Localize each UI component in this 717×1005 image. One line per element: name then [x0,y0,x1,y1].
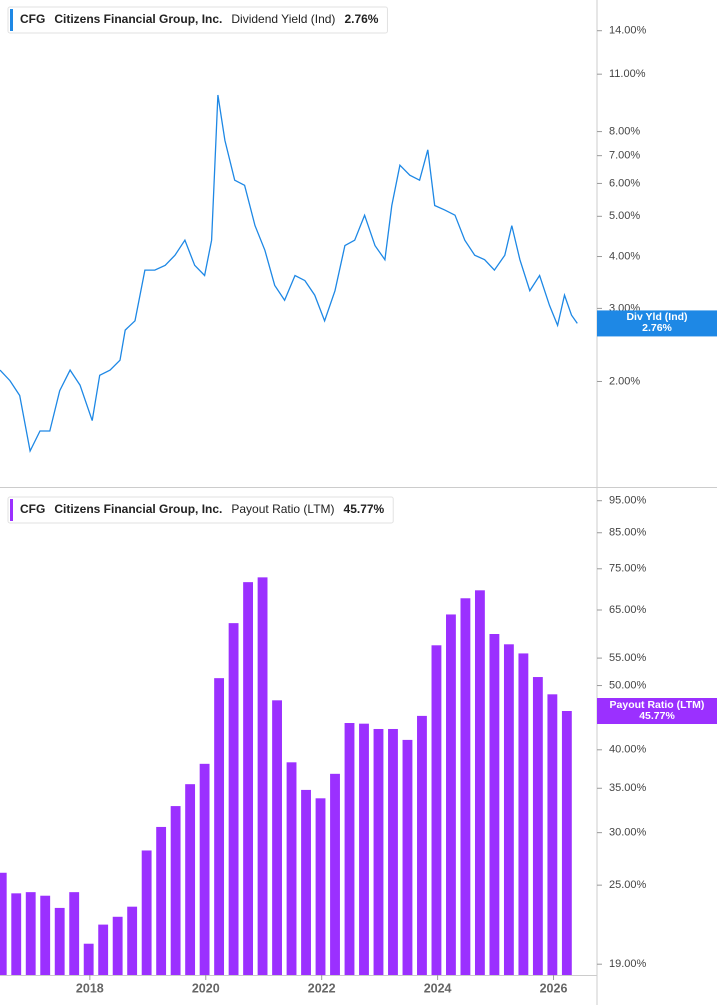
bar [185,784,196,975]
header-text: Citizens Financial Group, Inc. [54,12,222,26]
value-flag [597,310,717,337]
bar [54,907,65,975]
header-marker [10,499,13,521]
bar [98,924,109,975]
bar [532,677,543,975]
bar [446,614,456,975]
bar [547,694,558,975]
bar [431,645,442,975]
header-text: Dividend Yield (Ind) [231,12,335,26]
x-tick-label: 2020 [192,981,220,995]
y-tick-label: 75.00% [609,563,647,575]
bar [156,826,167,975]
x-tick-label: 2026 [540,981,568,995]
header-marker [10,9,13,31]
y-tick-label: 85.00% [609,527,647,539]
x-tick-label: 2024 [424,981,452,995]
bar [518,653,529,975]
flag-name: Div Yld (Ind) [626,311,687,323]
bar [25,892,36,975]
y-tick-label: 5.00% [609,210,640,222]
bar [503,644,514,975]
bar [127,906,138,975]
bar [0,872,7,975]
bar [417,715,427,975]
bar [330,773,340,975]
bar [286,762,297,975]
flag-name: Payout Ratio (LTM) [610,699,705,711]
x-tick-label: 2022 [308,981,336,995]
y-tick-label: 25.00% [609,879,647,891]
y-tick-label: 7.00% [609,150,640,162]
y-tick-label: 4.00% [609,250,640,262]
y-tick-label: 11.00% [609,68,646,80]
bar [272,700,282,975]
bar [141,850,152,975]
bar [388,728,398,975]
bar [243,582,254,975]
bar [301,789,311,975]
bar [40,895,51,975]
bar [489,634,500,975]
header-text: Payout Ratio (LTM) [231,502,334,516]
header-text: 45.77% [344,502,385,516]
header-text: CFG [20,502,45,516]
header-text: CFG [20,12,45,26]
bar [474,590,485,975]
bar [315,798,326,975]
value-flag [597,698,717,725]
bar [112,916,123,975]
y-tick-label: 30.00% [609,827,647,839]
bar [359,723,369,975]
y-tick-label: 35.00% [609,782,647,794]
bar [199,763,210,975]
y-tick-label: 2.00% [609,375,640,387]
header-box [7,496,394,524]
x-tick-label: 2018 [76,981,104,995]
header-box [7,6,388,34]
bar [69,892,80,975]
bar [344,723,355,975]
flag-value: 45.77% [639,710,675,722]
y-tick-label: 6.00% [609,177,640,189]
bar [170,806,181,975]
bar [402,739,413,975]
bar [373,728,384,975]
bar [11,893,22,975]
bar [228,623,239,975]
y-tick-label: 55.00% [609,652,647,664]
y-tick-label: 65.00% [609,604,647,616]
y-tick-label: 8.00% [609,125,640,137]
header-text: 2.76% [344,12,378,26]
y-tick-label: 40.00% [609,744,647,756]
data-line [0,94,578,454]
bar [460,598,471,975]
bar [83,943,94,975]
flag-value: 2.76% [642,322,672,334]
y-tick-label: 19.00% [609,958,647,970]
bar [214,678,225,975]
header-text: Citizens Financial Group, Inc. [54,502,222,516]
bar [561,711,572,975]
y-tick-label: 50.00% [609,679,647,691]
y-tick-label: 14.00% [609,25,647,37]
bar [257,577,268,975]
y-tick-label: 95.00% [609,495,647,507]
